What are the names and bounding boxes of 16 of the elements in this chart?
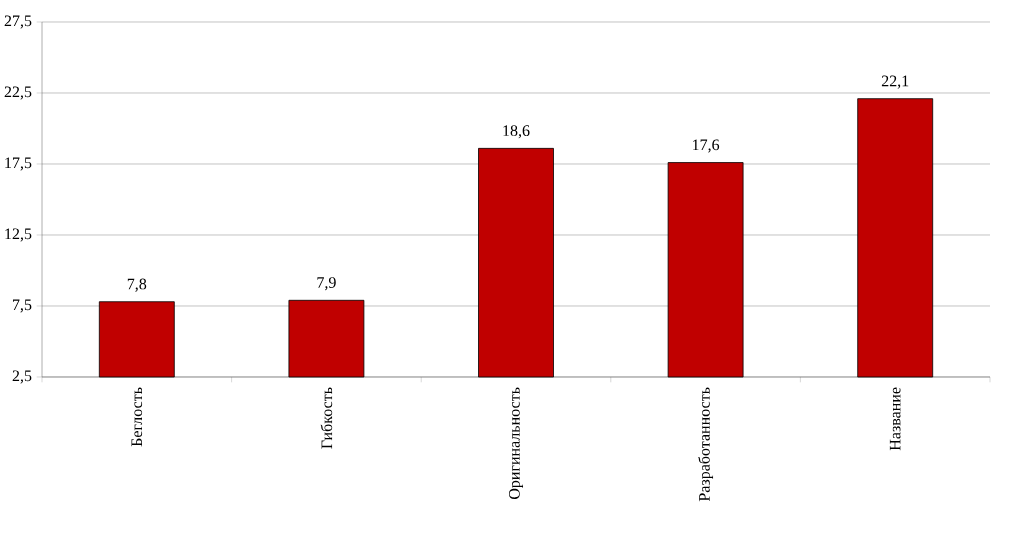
y-tick-label: 22,5 (4, 86, 32, 100)
x-tick-label: Беглость (131, 387, 143, 447)
x-tick-label: Разработанность (698, 387, 714, 502)
y-tick-label: 27,5 (4, 15, 32, 29)
y-tick-label: 7,5 (13, 299, 32, 313)
x-tick-label: Оригинальность (509, 387, 524, 500)
y-tick-label: 12,5 (5, 228, 32, 242)
y-tick-label: 2,5 (12, 370, 32, 384)
y-tick-label: 17,5 (5, 157, 32, 171)
data-label: 7,8 (127, 278, 147, 292)
x-tick-label: Гибкость (320, 387, 333, 449)
data-label: 18,6 (503, 125, 530, 139)
data-label: 17,6 (693, 139, 720, 153)
x-tick-label: Название (889, 387, 901, 451)
data-label: 22,1 (881, 75, 909, 89)
data-label: 7,9 (317, 277, 336, 291)
